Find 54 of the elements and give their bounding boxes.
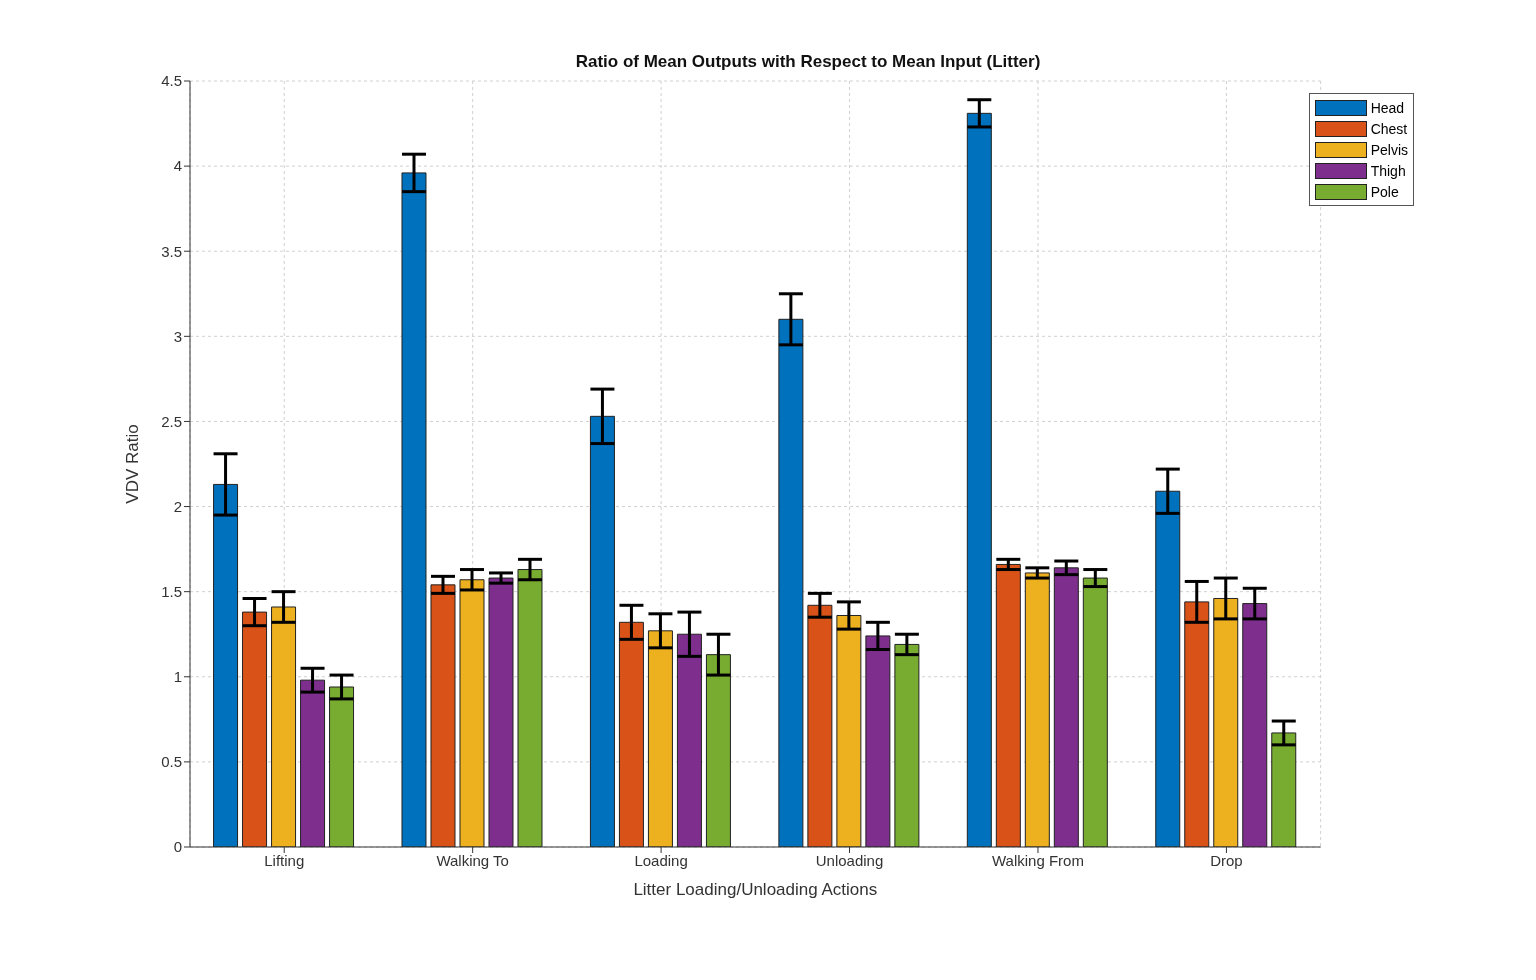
bar	[430, 584, 456, 847]
y-tick-label: 3	[173, 327, 182, 345]
bar	[213, 483, 239, 847]
legend-label: Pole	[1370, 183, 1399, 200]
y-tick-label: 0.5	[161, 753, 182, 771]
x-tick-label: Loading	[634, 851, 688, 869]
legend-label: Chest	[1370, 120, 1408, 137]
bar	[705, 654, 731, 847]
bar	[836, 615, 862, 847]
bar	[488, 577, 514, 847]
bar	[676, 633, 702, 847]
bar	[995, 563, 1021, 847]
bar	[1213, 597, 1239, 847]
x-tick-label: Walking From	[992, 851, 1084, 869]
chart-title: Ratio of Mean Outputs with Respect to Mean Input (Litter)	[574, 52, 1042, 72]
bar	[1082, 577, 1108, 847]
x-tick-label: Drop	[1210, 851, 1243, 869]
bar	[618, 621, 644, 847]
bar	[300, 679, 326, 847]
bar	[1155, 490, 1181, 847]
x-tick-label: Unloading	[815, 851, 884, 869]
x-axis-title: Litter Loading/Unloading Actions	[633, 880, 878, 899]
y-tick-label: 3.5	[161, 242, 182, 260]
y-tick-label: 1.5	[161, 582, 182, 600]
y-axis-title: VDV Ratio	[123, 424, 143, 504]
bar	[589, 415, 615, 847]
bar	[401, 172, 427, 847]
bar	[894, 643, 920, 847]
x-tick-label: Walking To	[436, 851, 509, 869]
bar	[459, 579, 485, 847]
bar	[807, 604, 833, 847]
y-tick-label: 4.5	[161, 72, 182, 90]
y-tick-label: 2	[173, 497, 182, 515]
bar	[865, 635, 891, 847]
bar	[1024, 572, 1050, 847]
bar	[778, 318, 804, 847]
bar	[1271, 732, 1297, 847]
bar	[242, 611, 268, 847]
legend-label: Pelvis	[1370, 141, 1408, 158]
bar	[966, 112, 992, 847]
y-tick-label: 0	[173, 838, 182, 856]
legend-label: Thigh	[1370, 162, 1406, 179]
bar	[1053, 567, 1079, 847]
y-tick-label: 1	[173, 668, 182, 686]
y-tick-label: 2.5	[161, 412, 182, 430]
bar	[271, 606, 297, 847]
legend-label: Head	[1370, 99, 1405, 116]
y-tick-label: 4	[173, 157, 182, 175]
bar	[517, 569, 543, 847]
bar	[329, 686, 355, 847]
bar	[1242, 603, 1268, 847]
bar	[647, 630, 673, 847]
x-tick-label: Lifting	[264, 851, 305, 869]
bar	[1184, 601, 1210, 847]
